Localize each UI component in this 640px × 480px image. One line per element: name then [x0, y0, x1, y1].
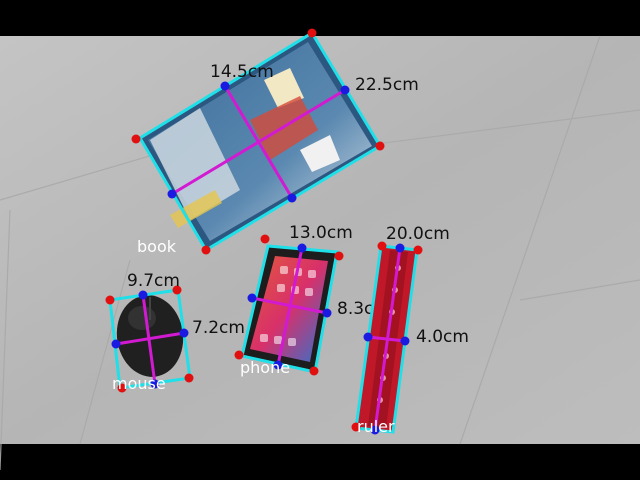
midpoint	[150, 379, 160, 389]
corner-point	[131, 134, 141, 144]
corner-point	[234, 350, 244, 360]
ruler-height-label: 4.0cm	[416, 327, 469, 347]
book-name-label: book	[137, 237, 177, 256]
book-height-axis	[171, 88, 346, 196]
midpoint	[179, 328, 189, 338]
corner-point	[351, 422, 361, 432]
ruler-name-label: ruler	[357, 417, 395, 436]
midpoint	[220, 81, 230, 91]
phone-height-axis	[251, 296, 328, 315]
ruler-measurement-overlay: 20.0cm 4.0cm ruler	[351, 224, 469, 436]
ruler-bounding-box	[354, 244, 419, 434]
corner-point	[172, 285, 182, 295]
corner-point	[201, 245, 211, 255]
mouse-height-axis	[115, 331, 185, 346]
phone-width-label: 13.0cm	[289, 223, 353, 243]
book-measurement-overlay: 14.5cm 22.5cm book	[131, 28, 419, 256]
midpoint	[111, 339, 121, 349]
midpoint	[395, 243, 405, 253]
mouse-width-label: 9.7cm	[127, 271, 180, 291]
ruler-width-label: 20.0cm	[386, 224, 450, 244]
ruler-height-axis	[367, 335, 406, 343]
mouse-measurement-overlay: 9.7cm 7.2cm mouse	[105, 271, 245, 393]
midpoint	[340, 85, 350, 95]
midpoint	[247, 293, 257, 303]
midpoint	[363, 332, 373, 342]
mouse-height-label: 7.2cm	[192, 318, 245, 338]
book-width-label: 14.5cm	[210, 62, 274, 82]
midpoint	[167, 189, 177, 199]
midpoint	[297, 243, 307, 253]
corner-point	[307, 28, 317, 38]
bottom-letterbox-bar	[0, 444, 640, 480]
corner-point	[413, 245, 423, 255]
phone-name-label: phone	[240, 358, 290, 377]
midpoint	[287, 193, 297, 203]
corner-point	[309, 366, 319, 376]
corner-point	[334, 251, 344, 261]
corner-point	[260, 234, 270, 244]
corner-point	[375, 141, 385, 151]
corner-point	[377, 241, 387, 251]
midpoint	[370, 425, 380, 435]
top-letterbox-bar	[0, 0, 640, 36]
corner-point	[117, 383, 127, 393]
midpoint	[273, 360, 283, 370]
book-height-label: 22.5cm	[355, 75, 419, 95]
midpoint	[322, 308, 332, 318]
corner-point	[105, 295, 115, 305]
corner-point	[184, 373, 194, 383]
midpoint	[138, 290, 148, 300]
phone-measurement-overlay: 13.0cm 8.3cm phone	[234, 223, 390, 377]
midpoint	[400, 336, 410, 346]
mouse-name-label: mouse	[112, 374, 166, 393]
